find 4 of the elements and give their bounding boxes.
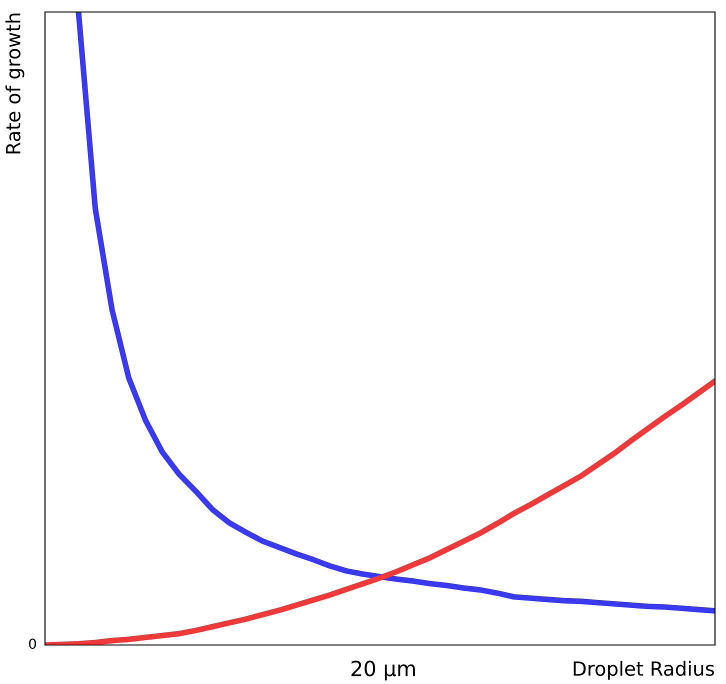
text: 0 [29,638,36,650]
text: 20 μm [352,660,415,680]
x-axis-title: Droplet Radius [574,660,714,680]
y-axis-title: Rate of growth [5,14,24,154]
